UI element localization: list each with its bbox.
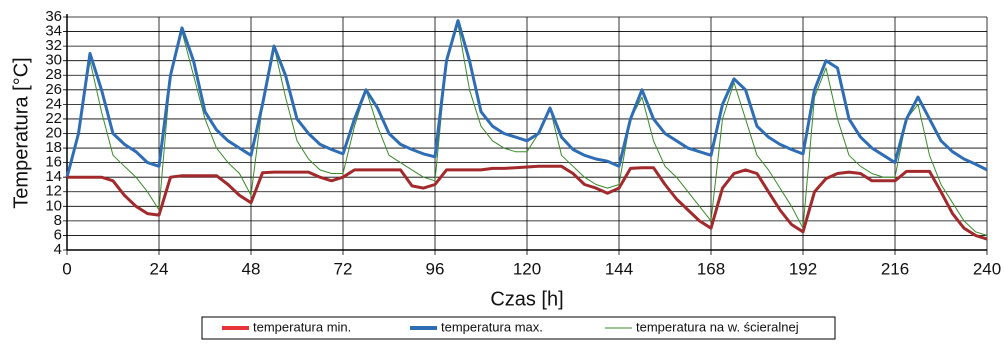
y-tick-label: 6 bbox=[54, 226, 62, 243]
x-tick-label: 144 bbox=[605, 259, 633, 278]
legend-box bbox=[201, 316, 836, 340]
series-line bbox=[65, 19, 988, 178]
y-tick-label: 22 bbox=[45, 110, 62, 127]
series-line bbox=[67, 164, 988, 241]
y-tick-label: 10 bbox=[45, 197, 62, 214]
series-line bbox=[66, 23, 988, 236]
x-tick-label: 240 bbox=[973, 259, 1001, 278]
y-tick-label: 4 bbox=[54, 241, 62, 258]
x-tick-label: 192 bbox=[789, 259, 817, 278]
legend-label: temperatura max. bbox=[441, 319, 543, 334]
x-tick-label: 168 bbox=[697, 259, 725, 278]
y-tick-label: 28 bbox=[45, 66, 62, 83]
x-tick-label: 0 bbox=[62, 259, 71, 278]
y-tick-label: 30 bbox=[45, 52, 62, 69]
y-tick-label: 12 bbox=[45, 183, 62, 200]
x-tick-label: 48 bbox=[242, 259, 261, 278]
x-tick-label: 120 bbox=[513, 259, 541, 278]
legend-label: temperatura min. bbox=[253, 319, 351, 334]
x-tick-label: 72 bbox=[334, 259, 353, 278]
y-tick-label: 20 bbox=[45, 124, 62, 141]
x-tick-label: 24 bbox=[150, 259, 169, 278]
x-axis-label: Czas [h] bbox=[490, 288, 563, 310]
y-tick-label: 24 bbox=[45, 95, 62, 112]
x-tick-label: 96 bbox=[426, 259, 445, 278]
y-tick-label: 36 bbox=[45, 8, 62, 25]
y-tick-label: 26 bbox=[45, 81, 62, 98]
legend-label: temperatura na w. ścieralnej bbox=[636, 319, 799, 334]
y-tick-label: 34 bbox=[45, 23, 62, 40]
y-tick-label: 14 bbox=[45, 168, 62, 185]
y-axis-label: Temperatura [°C] bbox=[10, 57, 32, 208]
y-tick-label: 32 bbox=[45, 37, 62, 54]
y-tick-label: 18 bbox=[45, 139, 62, 156]
x-tick-label: 216 bbox=[881, 259, 909, 278]
y-tick-label: 16 bbox=[45, 154, 62, 171]
y-tick-label: 8 bbox=[54, 212, 62, 229]
